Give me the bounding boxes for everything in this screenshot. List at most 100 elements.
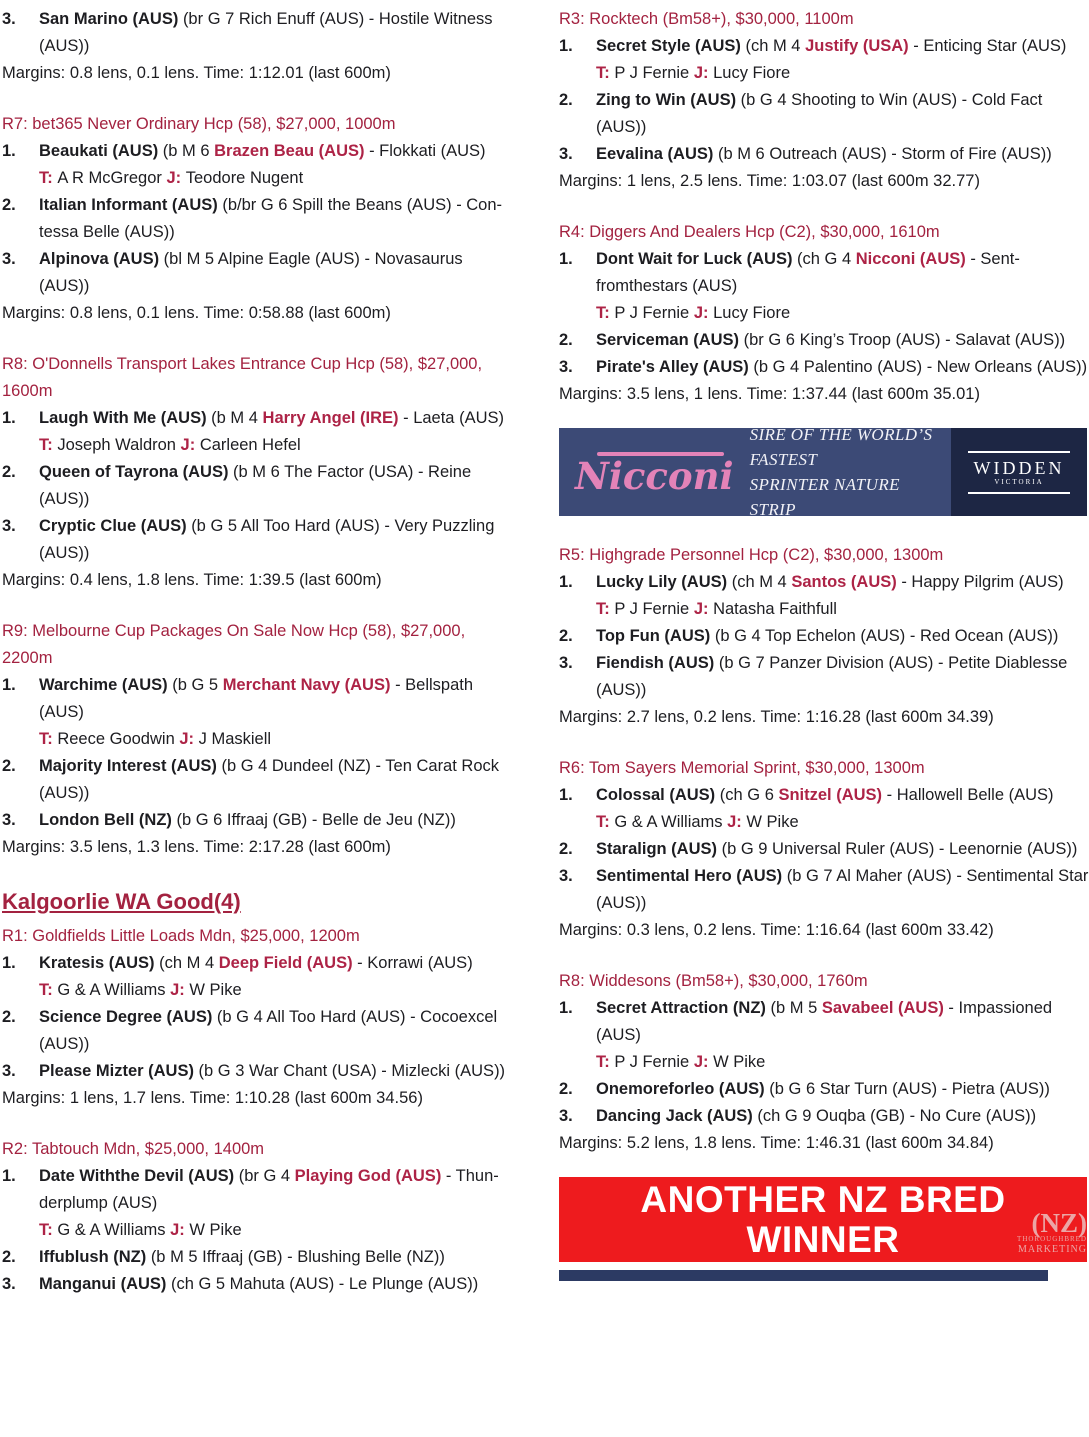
pedigree-text: (b/br G 6 Spill the Beans (AUS) - Con­te…	[39, 196, 503, 241]
pedigree-text: W Pike	[189, 1221, 242, 1239]
tj-label: J:	[179, 730, 199, 748]
pedigree-text: (ch M 4	[159, 954, 219, 972]
pedigree-text: (b G 4 Top Echelon (AUS) - Red Ocean (AU…	[714, 627, 1059, 645]
entry-main-line: Top Fun (AUS) (b G 4 Top Echelon (AUS) -…	[596, 623, 1089, 650]
pedigree-text: (b G 6 Iffraaj (GB) - Belle de Jeu (NZ))	[176, 811, 456, 829]
result-entry: 3. Please Mizter (AUS) (b G 3 War Chant (…	[2, 1058, 514, 1085]
trainer-jockey-line: T: P J Fernie J: Lucy Fiore	[596, 300, 1089, 327]
nicconi-banner-ad[interactable]: Nicconi SIRE OF THE WORLD’S FASTEST SPRINT…	[559, 425, 1087, 519]
nicconi-tagline-line1: SIRE OF THE WORLD’S FASTEST	[749, 425, 933, 469]
pedigree-text: (b G 7 Al Maher (AUS) - Sentimental Star…	[596, 867, 1089, 912]
entry-main-line: Beaukati (AUS) (b M 6 Brazen Beau (AUS) …	[39, 138, 514, 165]
result-entry: 3. Manganui (AUS) (ch G 5 Mahuta (AUS) - …	[2, 1271, 514, 1298]
entry-number: 2.	[559, 331, 573, 349]
entry-main-line: Kratesis (AUS) (ch M 4 Deep Field (AUS) …	[39, 950, 514, 977]
tj-label: J:	[693, 304, 714, 322]
entry-text: Manganui (AUS) (ch G 5 Mahuta (AUS) - Le…	[39, 1271, 514, 1298]
horse-name: Serviceman (AUS)	[596, 331, 744, 349]
pedigree-text: Reece Goodwin	[57, 730, 180, 748]
sire-link[interactable]: Harry Angel (IRE)	[262, 409, 399, 427]
entry-main-line: Cryptic Clue (AUS) (b G 5 All Too Hard (…	[39, 513, 514, 567]
tj-label: T:	[39, 730, 58, 748]
horse-name: Staralign (AUS)	[596, 840, 722, 858]
sire-link[interactable]: Brazen Beau (AUS)	[214, 142, 365, 160]
trainer-jockey-line: T: P J Fernie J: W Pike	[596, 1049, 1089, 1076]
entry-main-line: Eevalina (AUS) (b M 6 Outreach (AUS) - S…	[596, 141, 1089, 168]
sire-link[interactable]: Justify (USA)	[805, 37, 909, 55]
entry-text: Zing to Win (AUS) (b G 4 Shooting to Win…	[596, 87, 1089, 141]
result-entry: 1. Date Withthe Devil (AUS) (br G 4 Playi…	[2, 1163, 514, 1244]
tj-label: T:	[596, 64, 615, 82]
entry-main-line: Onemoreforleo (AUS) (b G 6 Star Turn (AU…	[596, 1076, 1089, 1103]
pedigree-text: (ch G 9 Ouqba (GB) - No Cure (AUS))	[757, 1107, 1037, 1125]
horse-name: Dancing Jack (AUS)	[596, 1107, 758, 1125]
pedigree-text: (b M 6 The Factor (USA) - Reine (AUS))	[39, 463, 472, 508]
trainer-jockey-line: T: G & A Williams J: W Pike	[39, 1217, 514, 1244]
race-header: R4: Diggers And Dealers Hcp (C2), $30,00…	[559, 223, 940, 241]
pedigree-text: - Flokkati (AUS)	[364, 142, 486, 160]
result-entry: 3. Cryptic Clue (AUS) (b G 5 All Too Hard…	[2, 513, 514, 567]
pedigree-text: (ch G 4	[797, 250, 856, 268]
entry-main-line: Please Mizter (AUS) (b G 3 War Chant (US…	[39, 1058, 514, 1085]
sire-link[interactable]: Snitzel (AUS)	[778, 786, 883, 804]
result-entry: 1. Kratesis (AUS) (ch M 4 Deep Field (AUS…	[2, 950, 514, 1004]
nz-marketing-text: MARKETING	[1018, 1244, 1087, 1255]
entry-main-line: Italian Informant (AUS) (b/br G 6 Spill …	[39, 192, 514, 246]
pedigree-text: W Pike	[189, 981, 242, 999]
sire-link[interactable]: Playing God (AUS)	[294, 1167, 442, 1185]
entry-text: Laugh With Me (AUS) (b M 4 Harry Angel (…	[39, 405, 514, 459]
entry-number: 3.	[559, 867, 573, 885]
sire-link[interactable]: Nicconi (AUS)	[855, 250, 966, 268]
entry-number: 1.	[2, 954, 16, 972]
tj-label: T:	[596, 304, 615, 322]
pedigree-text: - Thun­derplump (AUS)	[39, 1167, 499, 1212]
entry-number: 3.	[2, 250, 16, 268]
margins-line: Margins: 0.8 lens, 0.1 lens. Time: 0:58.…	[2, 304, 391, 322]
entry-text: Alpinova (AUS) (bl M 5 Alpine Eagle (AUS…	[39, 246, 514, 300]
nicconi-tagline: SIRE OF THE WORLD’S FASTEST SPRINTER NATU…	[750, 422, 935, 522]
pedigree-text: Lucy Fiore	[713, 304, 791, 322]
entry-main-line: Colossal (AUS) (ch G 6 Snitzel (AUS) - H…	[596, 782, 1089, 809]
pedigree-text: P J Fernie	[614, 64, 694, 82]
entry-main-line: Manganui (AUS) (ch G 5 Mahuta (AUS) - Le…	[39, 1271, 514, 1298]
pedigree-text: - Happy Pilgrim (AUS)	[896, 573, 1064, 591]
result-entry: 1. Colossal (AUS) (ch G 6 Snitzel (AUS) -…	[559, 782, 1089, 836]
entry-number: 2.	[559, 627, 573, 645]
entry-number: 1.	[2, 676, 16, 694]
pedigree-text: (ch M 4	[731, 573, 792, 591]
pedigree-text: P J Fernie	[614, 1053, 694, 1071]
sire-link[interactable]: Deep Field (AUS)	[218, 954, 353, 972]
pedigree-text: - Bellspath (AUS)	[39, 676, 474, 721]
entry-text: Date Withthe Devil (AUS) (br G 4 Playing…	[39, 1163, 514, 1244]
entry-text: London Bell (NZ) (b G 6 Iffraaj (GB) - B…	[39, 807, 514, 834]
tj-label: T:	[39, 169, 58, 187]
entry-text: Warchime (AUS) (b G 5 Merchant Navy (AUS…	[39, 672, 514, 753]
pedigree-text: P J Fernie	[614, 304, 694, 322]
horse-name: Date Withthe Devil (AUS)	[39, 1167, 239, 1185]
horse-name: Sentimental Hero (AUS)	[596, 867, 787, 885]
pedigree-text: Joseph Waldron	[57, 436, 181, 454]
tj-label: T:	[39, 1221, 58, 1239]
pedigree-text: (b G 5 All Too Hard (AUS) - Very Puzzlin…	[39, 517, 495, 562]
entry-number: 3.	[2, 517, 16, 535]
entry-text: Dancing Jack (AUS) (ch G 9 Ouqba (GB) - …	[596, 1103, 1089, 1130]
tj-label: J:	[170, 981, 190, 999]
horse-name: Queen of Tayrona (AUS)	[39, 463, 234, 481]
horse-name: Eevalina (AUS)	[596, 145, 718, 163]
sire-link[interactable]: Merchant Navy (AUS)	[222, 676, 391, 694]
pedigree-text: - Impassioned (AUS)	[596, 999, 1053, 1044]
entry-text: Eevalina (AUS) (b M 6 Outreach (AUS) - S…	[596, 141, 1089, 168]
banner-headline-line1: ANOTHER NZ BRED	[640, 1178, 1006, 1220]
entry-text: Secret Attraction (NZ) (b M 5 Savabeel (…	[596, 995, 1089, 1076]
sire-link[interactable]: Savabeel (AUS)	[821, 999, 944, 1017]
tj-label: T:	[39, 436, 58, 454]
entry-number: 1.	[559, 573, 573, 591]
horse-name: Science Degree (AUS)	[39, 1008, 217, 1026]
pedigree-text: Lucy Fiore	[713, 64, 791, 82]
sire-link[interactable]: Santos (AUS)	[791, 573, 897, 591]
entry-main-line: Laugh With Me (AUS) (b M 4 Harry Angel (…	[39, 405, 514, 432]
nz-bred-winner-banner-ad[interactable]: ANOTHER NZ BRED WINNER (NZ) THOROUGHBRED MAR…	[559, 1177, 1087, 1262]
entry-number: 3.	[559, 654, 573, 672]
entry-text: Science Degree (AUS) (b G 4 All Too Hard…	[39, 1004, 514, 1058]
entry-text: Onemoreforleo (AUS) (b G 6 Star Turn (AU…	[596, 1076, 1089, 1103]
